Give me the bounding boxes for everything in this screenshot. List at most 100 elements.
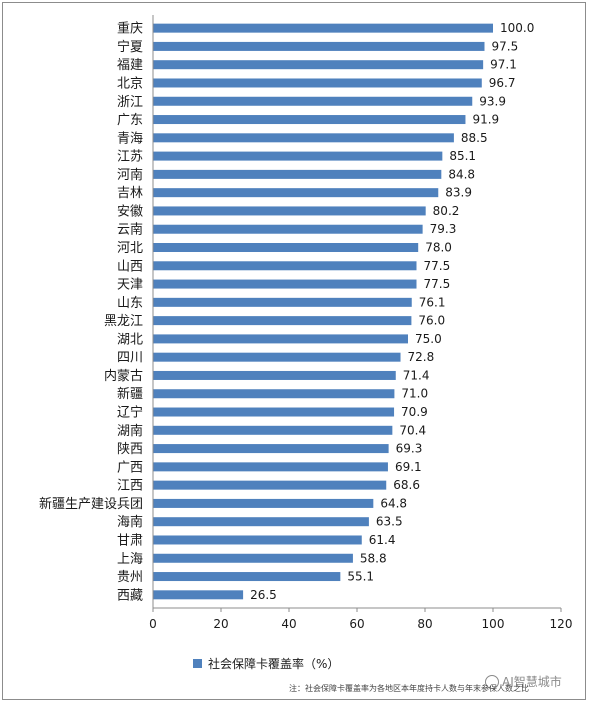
- category-label: 安徽: [117, 204, 143, 219]
- value-label: 69.1: [395, 460, 422, 474]
- bar-8: [153, 151, 443, 161]
- value-label: 85.1: [449, 149, 476, 163]
- bar-28: [153, 517, 369, 527]
- bar-11: [153, 206, 426, 216]
- x-tick-label: 100: [482, 617, 505, 631]
- category-label: 山西: [117, 259, 143, 274]
- category-label: 云南: [117, 222, 143, 238]
- value-label: 79.3: [430, 222, 457, 236]
- bar-15: [153, 279, 417, 289]
- category-label: 黑龙江: [104, 314, 143, 329]
- category-label: 新疆: [117, 386, 143, 402]
- bar-2: [153, 41, 485, 51]
- category-label: 北京: [117, 76, 143, 91]
- value-label: 84.8: [448, 167, 475, 181]
- value-label: 76.0: [418, 314, 445, 328]
- bar-13: [153, 243, 419, 252]
- value-label: 100.0: [500, 21, 534, 35]
- x-tick-label: 120: [550, 617, 573, 631]
- bar-17: [153, 316, 412, 326]
- category-label: 江苏: [117, 149, 143, 165]
- bar-7: [153, 133, 454, 143]
- category-label: 青海: [117, 131, 143, 146]
- bar-23: [153, 425, 393, 435]
- category-label: 河北: [117, 241, 143, 256]
- x-tick-label: 0: [149, 617, 157, 631]
- value-label: 77.5: [424, 259, 451, 273]
- category-label: 天津: [117, 278, 143, 293]
- bar-6: [153, 115, 466, 125]
- bar-1: [153, 23, 493, 33]
- bar-19: [153, 352, 401, 362]
- wechat-icon: [485, 674, 499, 689]
- value-label: 70.4: [399, 423, 426, 437]
- value-label: 55.1: [347, 570, 374, 584]
- value-label: 77.5: [424, 277, 451, 291]
- bar-24: [153, 444, 389, 454]
- value-label: 96.7: [489, 76, 516, 90]
- legend-label: 社会保障卡覆盖率（%）: [208, 657, 340, 671]
- bar-20: [153, 370, 396, 380]
- bar-16: [153, 297, 412, 307]
- value-label: 70.9: [401, 405, 428, 419]
- bar-chart: 重庆 100.0 宁夏 97.5 福建 97.1 北京 96.7 浙江 93.9 广东 91.9 青海 8…: [39, 15, 573, 631]
- value-label: 69.3: [396, 442, 423, 456]
- bar-18: [153, 334, 408, 344]
- category-label: 重庆: [117, 21, 143, 37]
- category-label: 广东: [117, 113, 143, 128]
- value-label: 58.8: [360, 551, 387, 565]
- value-label: 26.5: [250, 588, 277, 602]
- bar-14: [153, 261, 417, 271]
- value-label: 63.5: [376, 515, 403, 529]
- category-label: 四川: [117, 351, 143, 366]
- category-label: 辽宁: [117, 405, 143, 421]
- bar-22: [153, 407, 395, 417]
- bar-10: [153, 188, 439, 198]
- value-label: 88.5: [461, 131, 488, 145]
- bar-25: [153, 462, 388, 472]
- value-label: 80.2: [433, 204, 460, 218]
- legend-swatch: [193, 659, 202, 668]
- x-tick-label: 60: [349, 617, 364, 631]
- bar-9: [153, 169, 442, 179]
- value-label: 91.9: [472, 113, 499, 127]
- category-label: 甘肃: [117, 533, 143, 548]
- x-tick-label: 20: [213, 617, 228, 631]
- value-label: 97.5: [492, 39, 519, 53]
- value-label: 76.1: [419, 295, 446, 309]
- value-label: 64.8: [380, 496, 407, 510]
- category-label: 内蒙古: [104, 368, 143, 384]
- category-label: 陕西: [117, 442, 143, 457]
- value-label: 61.4: [369, 533, 396, 547]
- category-label: 山东: [117, 296, 143, 311]
- bar-29: [153, 535, 362, 545]
- category-label: 江西: [117, 479, 143, 494]
- category-label: 湖南: [117, 423, 143, 439]
- value-label: 83.9: [445, 186, 472, 200]
- footnote: 注：社会保障卡覆盖率为各地区本年度持卡人数与年末参保人数之比: [289, 684, 529, 693]
- value-label: 93.9: [479, 94, 506, 108]
- bar-4: [153, 78, 482, 88]
- value-label: 68.6: [393, 478, 420, 492]
- legend: 社会保障卡覆盖率（%）: [193, 655, 339, 672]
- category-label: 广西: [117, 460, 143, 475]
- watermark-text: AI智慧城市: [502, 675, 562, 689]
- bar-27: [153, 498, 374, 508]
- value-label: 97.1: [490, 58, 517, 72]
- bar-21: [153, 389, 395, 399]
- value-label: 71.0: [401, 387, 428, 401]
- category-label: 吉林: [117, 186, 143, 201]
- category-label: 浙江: [117, 95, 143, 110]
- value-label: 75.0: [415, 332, 442, 346]
- category-label: 湖北: [117, 332, 143, 347]
- category-label: 河南: [117, 167, 143, 183]
- x-tick-label: 40: [281, 617, 296, 631]
- category-label: 福建: [117, 58, 143, 73]
- x-tick-label: 80: [417, 617, 432, 631]
- value-label: 78.0: [425, 241, 452, 255]
- category-label: 上海: [117, 552, 143, 567]
- value-label: 71.4: [403, 368, 430, 382]
- category-label: 宁夏: [117, 39, 143, 55]
- bar-5: [153, 96, 473, 106]
